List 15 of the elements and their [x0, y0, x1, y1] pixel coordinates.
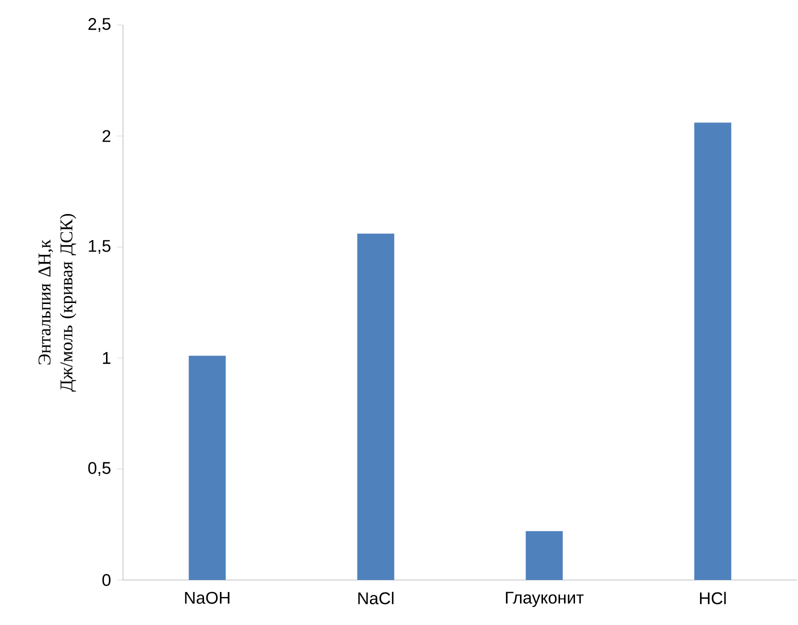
y-tick-label: 2,5	[88, 18, 110, 32]
x-tick-label: NaCl	[358, 592, 394, 604]
y-tick-label: 1,5	[88, 240, 110, 254]
bar	[188, 356, 226, 580]
y-tick-label: 1	[103, 352, 110, 364]
x-tick-label: HCl	[700, 592, 726, 604]
x-tick-label: NaOH	[185, 592, 230, 604]
y-tick-label: 2	[102, 130, 110, 142]
y-tick-label: 0,5	[88, 462, 110, 476]
bar	[357, 234, 394, 580]
bar	[694, 122, 732, 580]
bar	[526, 531, 563, 580]
y-tick-label: 0	[102, 574, 110, 586]
x-tick-label: Глауконит	[506, 592, 584, 608]
y-axis-title: Энтальпия ΔН,к Дж/моль (кривая ДСК)	[38, 214, 76, 392]
